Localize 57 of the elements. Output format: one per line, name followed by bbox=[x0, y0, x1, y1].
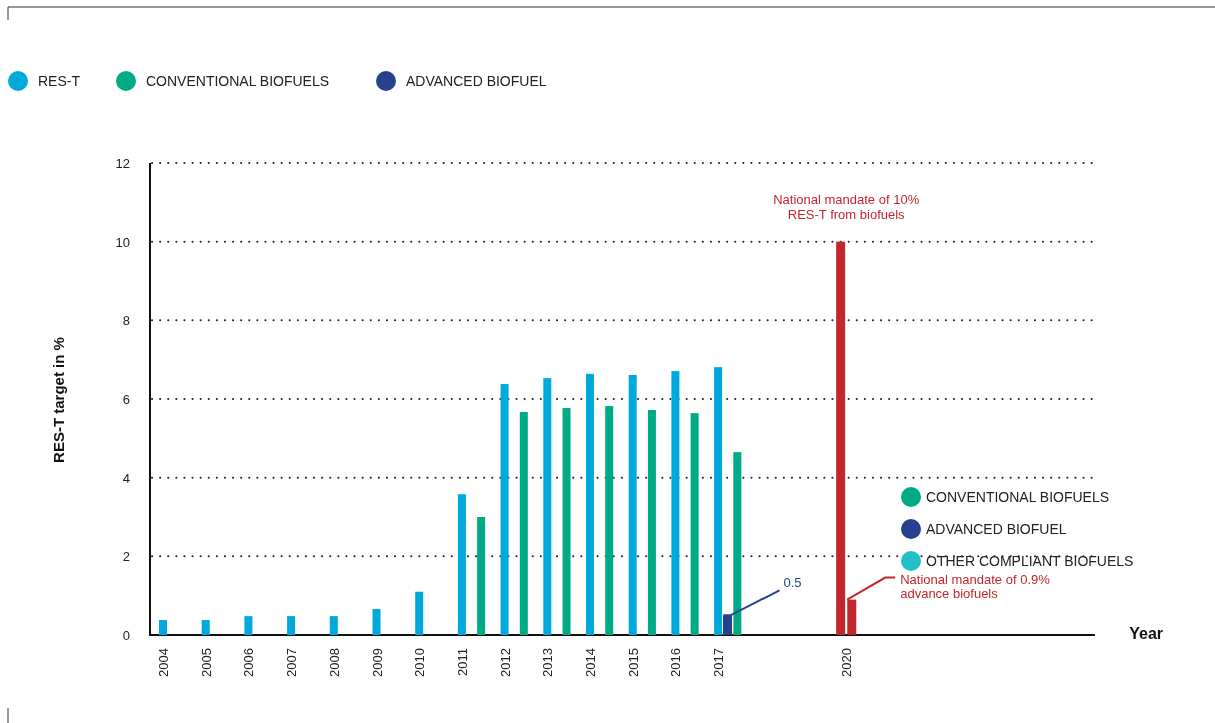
data-label: 0.5 bbox=[783, 575, 802, 591]
x-tick-label: 2011 bbox=[454, 648, 470, 676]
bar bbox=[714, 367, 723, 635]
annotation: National mandate of 10% RES-T from biofuels bbox=[773, 191, 920, 222]
bar bbox=[543, 378, 552, 635]
text: OTHER COMPLIANT BIOFUELS bbox=[926, 553, 1134, 569]
bar bbox=[562, 408, 571, 635]
x-tick-label: 2005 bbox=[198, 648, 214, 677]
y-tick-label: 0 bbox=[122, 628, 130, 643]
y-tick-label: 10 bbox=[115, 234, 130, 250]
bar bbox=[244, 616, 253, 635]
legend-label: RES-T bbox=[38, 73, 81, 89]
bar bbox=[847, 599, 857, 635]
x-tick-label: 2020 bbox=[839, 648, 855, 677]
x-tick-label: 2010 bbox=[412, 648, 428, 677]
x-tick-label: 2006 bbox=[241, 648, 257, 677]
x-tick-label: 2016 bbox=[668, 648, 684, 677]
bar bbox=[605, 406, 614, 635]
text: CONVENTIONAL BIOFUELS bbox=[926, 489, 1110, 505]
bar bbox=[329, 616, 338, 635]
bar bbox=[287, 616, 296, 635]
y-tick-label: 12 bbox=[115, 156, 130, 171]
bar bbox=[415, 591, 424, 635]
bar bbox=[519, 411, 528, 635]
bar bbox=[372, 609, 381, 635]
text: Year bbox=[1129, 625, 1163, 642]
bar bbox=[690, 413, 699, 635]
bar bbox=[647, 410, 656, 635]
text: ADVANCED BIOFUEL bbox=[926, 521, 1067, 537]
y-axis-title: RES-T target in % bbox=[50, 337, 67, 463]
annotation: National mandate of 0.9% advance biofuels bbox=[900, 571, 1051, 601]
bar bbox=[500, 384, 509, 635]
bar bbox=[159, 620, 167, 635]
x-tick-label: 2004 bbox=[156, 648, 171, 677]
y-tick-label: 6 bbox=[122, 392, 130, 407]
y-tick-label: 8 bbox=[122, 313, 130, 329]
x-tick-label: 2017 bbox=[711, 648, 727, 677]
bar bbox=[201, 620, 210, 635]
legend-label: ADVANCED BIOFUEL bbox=[406, 73, 547, 89]
bar bbox=[457, 494, 466, 635]
x-tick-label: 2014 bbox=[583, 648, 598, 677]
bar bbox=[836, 241, 846, 635]
y-tick-label: 2 bbox=[122, 549, 130, 565]
y-tick-label: 4 bbox=[122, 470, 130, 486]
bar bbox=[477, 517, 486, 635]
x-tick-label: 2013 bbox=[540, 648, 556, 677]
bar bbox=[628, 375, 637, 635]
legend-label: CONVENTIONAL BIOFUELS bbox=[146, 73, 330, 89]
x-tick-label: 2015 bbox=[625, 648, 641, 677]
x-tick-label: 2009 bbox=[369, 648, 385, 677]
bar bbox=[586, 373, 594, 635]
x-tick-label: 2012 bbox=[497, 648, 513, 677]
bar bbox=[733, 452, 742, 635]
bar bbox=[671, 371, 680, 635]
bar bbox=[722, 615, 732, 635]
x-tick-label: 2008 bbox=[326, 648, 342, 677]
x-tick-label: 2007 bbox=[284, 648, 300, 677]
